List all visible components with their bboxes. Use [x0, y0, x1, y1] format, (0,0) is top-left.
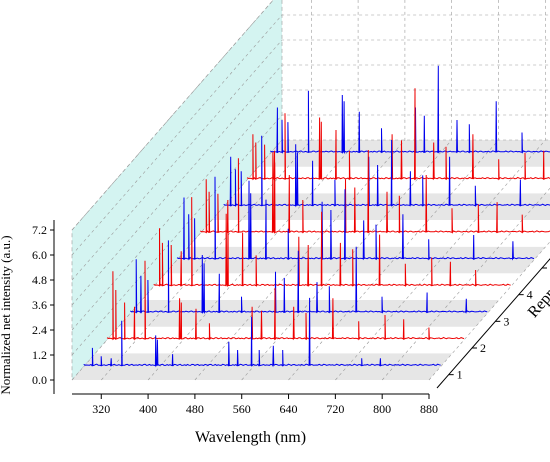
y-tick-label: 0.0 [32, 373, 47, 387]
spectrum-series-1 [83, 297, 441, 368]
y-gridline [71, 89, 550, 331]
spectrum-series-5 [176, 176, 535, 261]
spectrum-series-3 [130, 240, 488, 315]
spectra-series [83, 65, 550, 368]
y-tick-label: 3.6 [32, 298, 47, 312]
sample-axis-ticks: 123456789 [448, 267, 547, 382]
x-axis-ticks: 320 400 480 560 640 720 800 880 [92, 394, 438, 416]
floor-band-1 [72, 353, 453, 380]
x-tick-label: 560 [233, 402, 251, 416]
sample-tick-label: 4 [527, 288, 533, 302]
x-tick-label: 400 [139, 402, 157, 416]
spectrum-series-4 [153, 197, 511, 288]
y-gridline [71, 64, 550, 306]
y-tick-label: 6.0 [32, 248, 47, 262]
x-axis-title: Wavelength (nm) [195, 429, 306, 446]
spectrum-series-7 [223, 135, 550, 208]
floor-band-2 [95, 326, 476, 354]
sample-tick-label: 3 [503, 314, 509, 328]
floor-band-8 [235, 166, 550, 194]
y-gridline [71, 114, 550, 356]
y-tick-label: 2.4 [32, 323, 47, 337]
y-axis-title: Normalized net intensity (a.u.) [0, 235, 13, 394]
x-tick-label: 720 [326, 402, 344, 416]
y-gridline [71, 39, 550, 281]
floor-band-7 [212, 193, 550, 220]
y-gridline [71, 14, 550, 256]
floor-band-6 [188, 220, 550, 247]
sample-tick-label: 2 [480, 341, 486, 355]
sample-tick-label: 1 [457, 368, 463, 382]
x-gridline [147, 0, 359, 381]
x-tick-label: 880 [420, 402, 438, 416]
x-gridline [194, 0, 406, 381]
x-tick-label: 480 [186, 402, 204, 416]
x-tick-label: 320 [92, 402, 110, 416]
spectrum-series-8 [246, 88, 550, 181]
y-tick-label: 7.2 [32, 223, 47, 237]
spectrum-series-9 [270, 65, 550, 155]
floor-band-4 [142, 273, 523, 300]
x-tick-label: 640 [280, 402, 298, 416]
floor-band-5 [165, 246, 546, 274]
floor-bands [72, 140, 550, 380]
y-axis-ticks: 0.0 1.2 2.4 3.6 4.8 6.0 7.2 [32, 223, 54, 387]
floor-band-3 [118, 300, 499, 327]
y-tick-label: 1.2 [32, 348, 47, 362]
floor-band-9 [258, 140, 550, 167]
spectrum-series-6 [200, 149, 550, 235]
gridlines [71, 0, 550, 381]
y-tick-label: 4.8 [32, 273, 47, 287]
spectrum-series-2 [106, 260, 465, 341]
x-tick-label: 800 [373, 402, 391, 416]
